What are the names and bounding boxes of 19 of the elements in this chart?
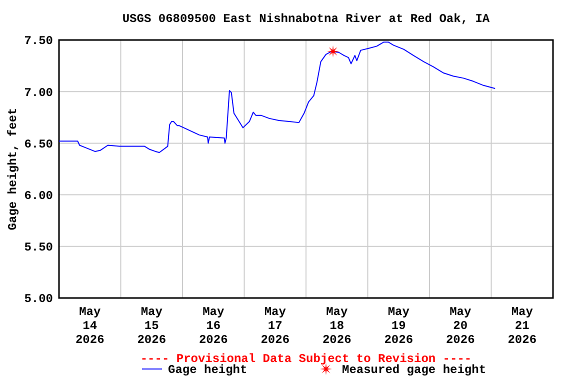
y-tick-label: 5.50 — [24, 240, 53, 255]
x-tick-label: May 14 2026 — [75, 305, 104, 347]
legend-label: Measured gage height — [342, 363, 486, 377]
y-tick-label: 7.50 — [24, 34, 53, 48]
legend-label: Gage height — [168, 363, 248, 377]
x-tick-label: May 19 2026 — [384, 305, 414, 347]
y-tick-label: 7.00 — [24, 86, 53, 100]
y-axis-title: Gage height, feet — [6, 108, 20, 230]
x-tick-label: May 21 2026 — [508, 305, 537, 347]
x-tick-label: May 17 2026 — [260, 305, 290, 347]
line-series — [59, 42, 496, 153]
y-tick-label: 6.00 — [24, 189, 53, 203]
y-tick-label: 5.00 — [24, 292, 53, 306]
chart-title: USGS 06809500 East Nishnabotna River at Red Oak, IA — [122, 12, 490, 26]
y-tick-label: 6.50 — [24, 137, 53, 152]
x-tick-label: May 18 2026 — [322, 305, 352, 347]
x-tick-label: May 16 2026 — [198, 305, 228, 347]
x-tick-label: May 20 2026 — [446, 305, 475, 347]
x-tick-label: May 15 2026 — [137, 305, 166, 347]
